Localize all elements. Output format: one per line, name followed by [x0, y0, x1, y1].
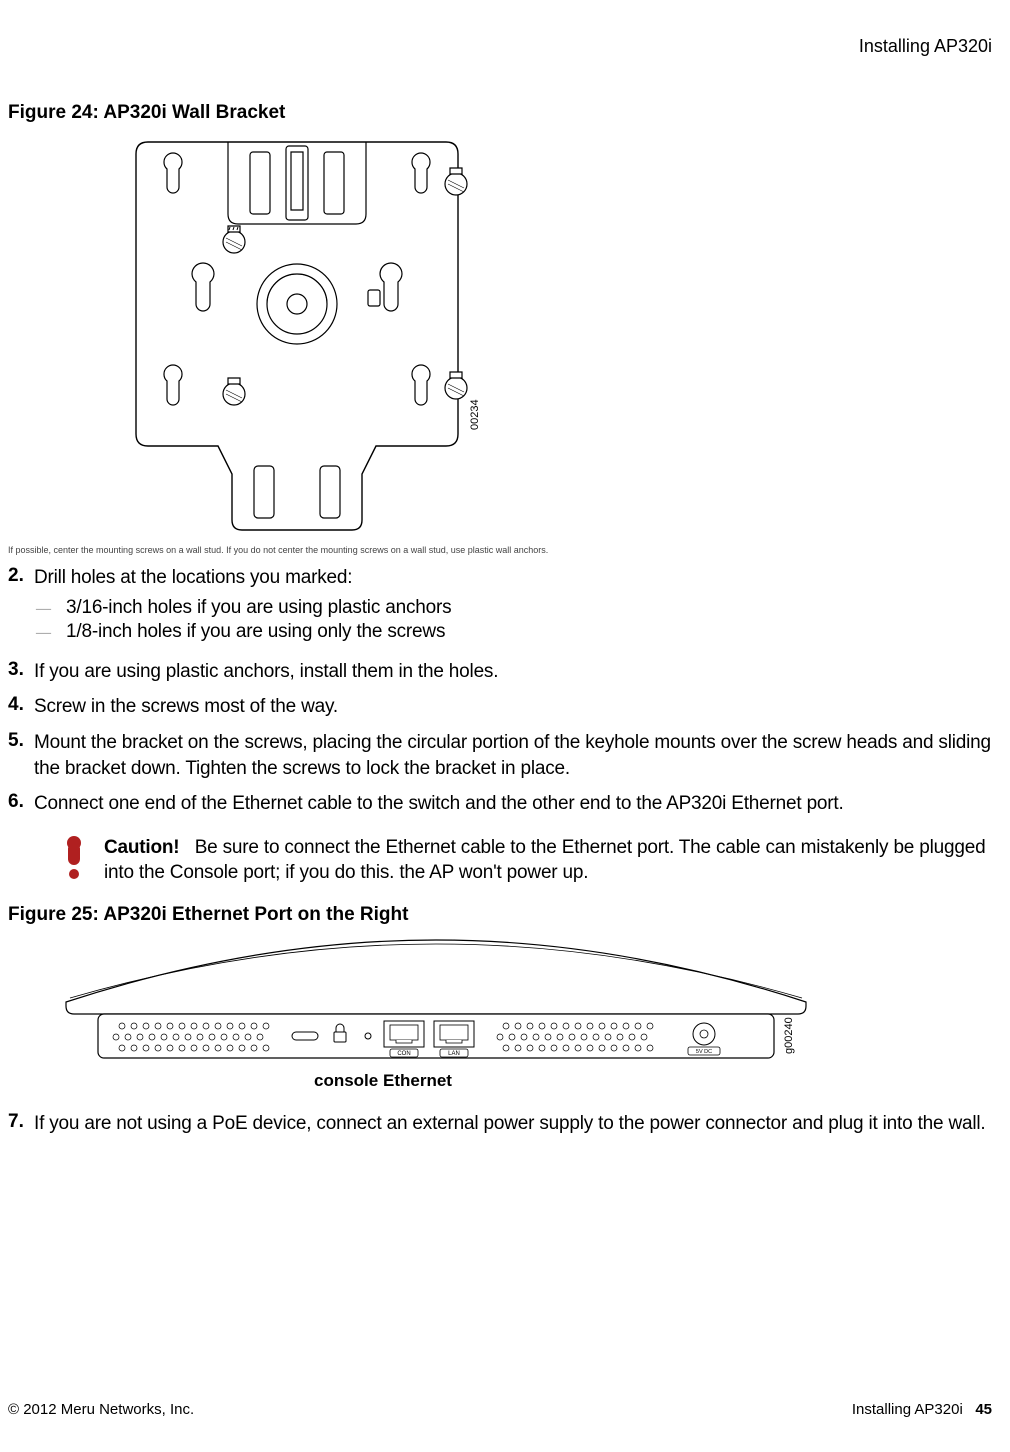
- figure-24-image: 00234: [116, 134, 1002, 539]
- figure-24-title: Figure 24: AP320i Wall Bracket: [8, 102, 1002, 124]
- step-5: 5. Mount the bracket on the screws, plac…: [8, 730, 1002, 781]
- content: Figure 24: AP320i Wall Bracket: [8, 102, 1002, 1137]
- step-text: If you are not using a PoE device, conne…: [34, 1111, 985, 1137]
- step-text: Screw in the screws most of the way.: [34, 694, 338, 720]
- step-text: Connect one end of the Ethernet cable to…: [34, 791, 844, 817]
- page: Installing AP320i Figure 24: AP320i Wall…: [0, 0, 1010, 1452]
- figure-25-image: CON LAN 5V DC g00240: [56, 936, 1002, 1071]
- step-number: 3.: [8, 659, 34, 685]
- caution-text: Caution! Be sure to connect the Ethernet…: [104, 835, 1002, 886]
- page-number: 45: [975, 1401, 992, 1418]
- step-number: 5.: [8, 730, 34, 781]
- dash-icon: —: [36, 621, 66, 643]
- step-number: 4.: [8, 694, 34, 720]
- dash-icon: —: [36, 597, 66, 619]
- caution-label: Caution!: [104, 837, 179, 858]
- step-number: 7.: [8, 1111, 34, 1137]
- port-labels: console Ethernet: [314, 1071, 1002, 1091]
- sub-text: 3/16-inch holes if you are using plastic…: [66, 597, 451, 619]
- figure-25-code: g00240: [783, 1017, 795, 1054]
- caution-body-text: Be sure to connect the Ethernet cable to…: [104, 837, 985, 884]
- step-number: 6.: [8, 791, 34, 817]
- step-text: If you are using plastic anchors, instal…: [34, 659, 498, 685]
- step-4: 4. Screw in the screws most of the way.: [8, 694, 1002, 720]
- sub-text: 1/8-inch holes if you are using only the…: [66, 621, 445, 643]
- step-text: Mount the bracket on the screws, placing…: [34, 730, 1002, 781]
- caution-box: Caution! Be sure to connect the Ethernet…: [64, 835, 1002, 886]
- step-number: 2.: [8, 565, 34, 591]
- step-2: 2. Drill holes at the locations you mark…: [8, 565, 1002, 591]
- step-3: 3. If you are using plastic anchors, ins…: [8, 659, 1002, 685]
- svg-text:LAN: LAN: [448, 1051, 460, 1057]
- figure-25-title: Figure 25: AP320i Ethernet Port on the R…: [8, 904, 1002, 926]
- footer-right: Installing AP320i 45: [852, 1401, 992, 1418]
- step-text: Drill holes at the locations you marked:: [34, 565, 352, 591]
- header-right: Installing AP320i: [859, 36, 992, 57]
- caution-icon: [64, 835, 104, 886]
- ethernet-port-diagram: CON LAN 5V DC g00240: [56, 936, 836, 1066]
- svg-text:5V DC: 5V DC: [696, 1049, 712, 1055]
- figure-24-code: 00234: [469, 399, 481, 430]
- step-2-sub-a: — 3/16-inch holes if you are using plast…: [36, 597, 1002, 619]
- ethernet-port: LAN: [434, 1021, 474, 1057]
- step-2-sub-b: — 1/8-inch holes if you are using only t…: [36, 621, 1002, 643]
- figure-24-note: If possible, center the mounting screws …: [8, 545, 1002, 555]
- footer-section: Installing AP320i: [852, 1401, 963, 1418]
- step-6: 6. Connect one end of the Ethernet cable…: [8, 791, 1002, 817]
- ethernet-label: Ethernet: [383, 1071, 452, 1090]
- footer-copyright: © 2012 Meru Networks, Inc.: [8, 1401, 194, 1418]
- wall-bracket-diagram: 00234: [116, 134, 506, 534]
- footer: © 2012 Meru Networks, Inc. Installing AP…: [8, 1401, 992, 1418]
- console-port: CON: [384, 1021, 424, 1057]
- svg-text:CON: CON: [397, 1051, 410, 1057]
- console-label: console: [314, 1071, 378, 1090]
- step-7: 7. If you are not using a PoE device, co…: [8, 1111, 1002, 1137]
